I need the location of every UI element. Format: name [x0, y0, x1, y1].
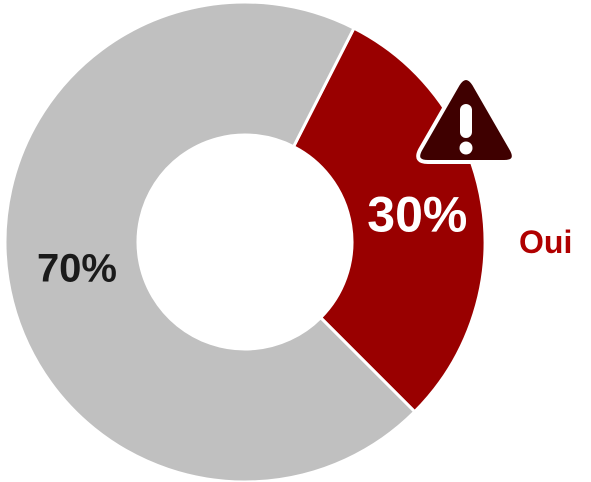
- warning-icon: [416, 76, 516, 164]
- slice-label-other: 70%: [37, 247, 117, 291]
- warning-exclamation-dot: [459, 141, 473, 155]
- warning-exclamation-bar: [460, 104, 472, 138]
- slice-label-oui: 30%: [367, 187, 467, 243]
- label-group: 30% 70%: [37, 187, 467, 291]
- donut-slice-other: [3, 0, 417, 482]
- legend-entry-oui: Oui: [519, 224, 572, 260]
